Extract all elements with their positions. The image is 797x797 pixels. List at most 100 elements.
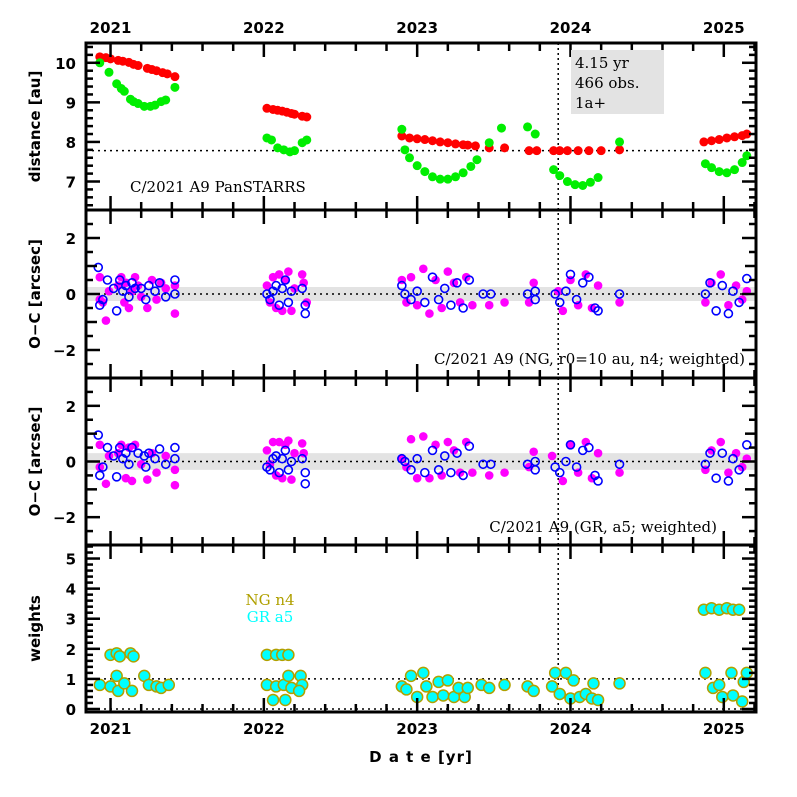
data-point [730,165,740,175]
data-point [716,437,726,447]
data-point [297,439,307,448]
data-point [130,283,140,294]
data-point [573,468,583,477]
data-point [150,453,160,464]
data-point [420,167,430,177]
data-point [154,444,165,454]
y-axis-title: O−C [arcsec] [26,239,44,349]
data-point [284,436,293,445]
data-point [427,445,438,456]
data-point [561,286,571,297]
data-point [705,277,715,288]
data-point [567,674,580,687]
data-point [734,297,744,308]
data-point [555,146,565,156]
data-point [468,300,477,310]
data-point [418,432,428,441]
data-point [402,298,411,307]
data-point [724,300,733,310]
data-point [397,124,407,134]
data-point [279,693,292,707]
data-point [577,277,588,288]
data-point [94,470,105,481]
data-point [405,153,415,163]
data-point [262,281,272,290]
data-point [405,133,415,143]
data-point [282,648,295,662]
data-point [425,309,434,318]
data-point [584,146,594,156]
data-point [282,669,295,683]
data-point [530,286,541,297]
data-point [300,308,311,319]
data-point [443,437,453,447]
data-point [121,448,131,458]
data-point [300,467,311,478]
data-point [111,305,122,316]
data-point [613,677,626,690]
data-point [412,134,422,144]
data-point [406,465,416,475]
data-point [418,264,428,274]
data-point [573,300,583,310]
data-point [267,135,277,145]
data-point [591,693,605,707]
data-point [302,112,312,122]
data-point [170,453,180,464]
data-point [554,297,565,308]
data-point [547,451,557,461]
data-point [283,297,294,308]
data-point [550,289,560,299]
data-point [420,680,433,693]
data-point [717,280,728,291]
data-point [108,283,119,294]
data-point [500,468,509,477]
data-point [529,278,538,288]
data-point [458,303,468,313]
data-point [124,303,134,313]
y-tick-label: 8 [66,134,76,152]
info-box: 4.15 yr 466 obs. 1a+ [571,50,664,114]
data-point [400,683,413,696]
data-point [530,456,541,467]
data-point [452,448,462,458]
data-point [299,278,309,288]
y-tick-label: 0 [66,701,76,719]
data-point [565,439,576,450]
data-point [449,278,459,288]
y-tick-label: 10 [55,55,76,73]
data-point [500,143,510,153]
data-point [705,448,715,458]
data-point [286,456,297,467]
data-point [472,155,482,165]
data-point [170,82,180,92]
data-point [700,459,711,470]
panel-2-annotation: C/2021 A9 (NG, r0=10 au, n4; weighted) [434,350,745,368]
data-point [717,448,728,458]
data-point [286,286,297,297]
x-tick-label-top: 2025 [703,19,745,37]
data-point [724,468,733,477]
data-point [435,174,445,184]
data-point [725,666,738,680]
y-tick-label: 4 [66,581,76,599]
data-point [458,470,468,481]
data-point [570,180,580,190]
data-point [281,275,290,285]
y-tick-label: 2 [66,641,76,659]
data-point [274,270,284,279]
data-point [584,272,594,283]
x-tick-label-bottom: 2021 [90,720,132,738]
data-point [144,448,154,458]
data-point [439,283,450,294]
data-point [287,475,296,484]
data-point [562,146,572,156]
y-tick-label: 0 [66,286,76,304]
data-point [170,275,180,285]
data-point [562,177,572,187]
data-point [119,86,129,96]
data-point [406,294,416,305]
data-point [723,308,734,319]
y-tick-label: 1 [66,671,76,689]
data-point [265,465,275,475]
